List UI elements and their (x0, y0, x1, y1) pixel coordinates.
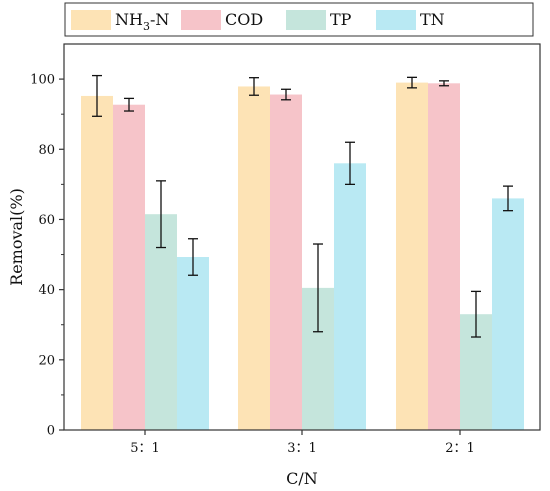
x-tick-label: 2：1 (445, 441, 475, 456)
y-tick-label: 0 (47, 424, 55, 439)
y-axis-title: Removal(%) (7, 188, 26, 286)
bar-tn-1 (177, 257, 209, 430)
errorbar-cod-1 (124, 97, 134, 112)
legend-item-cod: COD (181, 10, 263, 30)
errorbar-tp-3 (471, 290, 481, 338)
y-tick-label: 40 (38, 283, 55, 298)
errorbar-cod-2 (281, 88, 291, 101)
bar-tn-2 (334, 163, 366, 431)
legend-label: TP (330, 10, 352, 29)
bar-tp-1 (145, 214, 177, 430)
bar-tn-3 (492, 198, 524, 430)
plot-area: 0 20 40 60 80 100 5：1 3：1 2：1 (30, 43, 541, 456)
x-tick-label: 3：1 (287, 441, 317, 456)
errorbar-cod-3 (439, 80, 449, 87)
bar-nh3-n-1 (81, 95, 113, 431)
bar-cod-1 (113, 104, 145, 430)
y-tick-label: 20 (38, 353, 55, 368)
errorbar-tn-1 (188, 238, 198, 276)
legend-swatch (376, 10, 416, 30)
legend-box (64, 2, 534, 37)
legend-item-tn: TN (376, 10, 445, 30)
errorbar-tn-3 (503, 185, 513, 212)
errorbar-tp-1 (156, 180, 166, 249)
errorbar-tp-2 (313, 243, 323, 333)
bar-nh3-n-2 (238, 86, 270, 431)
bar-cod-2 (270, 94, 302, 430)
legend-swatch (286, 10, 326, 30)
legend-item-tp: TP (286, 10, 352, 30)
legend: NH3-N COD TP TN (64, 2, 534, 37)
y-tick-label: 80 (38, 143, 55, 158)
errorbar-tn-2 (345, 141, 355, 186)
legend-swatch (181, 10, 221, 30)
legend-label: COD (225, 10, 263, 29)
errorbar-nh3-n-2 (249, 77, 259, 96)
y-tick-label: 60 (38, 213, 55, 228)
y-tick-label: 100 (30, 73, 55, 88)
errorbar-nh3-n-1 (92, 74, 102, 117)
bar-cod-3 (428, 83, 460, 430)
legend-label: NH3-N (115, 10, 169, 33)
errorbar-nh3-n-3 (407, 76, 417, 89)
legend-item-nh3-n: NH3-N (71, 10, 169, 33)
legend-swatch (71, 10, 111, 30)
x-tick-label: 5：1 (130, 441, 160, 456)
bar-nh3-n-3 (396, 82, 428, 430)
legend-label: TN (420, 10, 445, 29)
x-axis-title: C/N (286, 469, 318, 488)
